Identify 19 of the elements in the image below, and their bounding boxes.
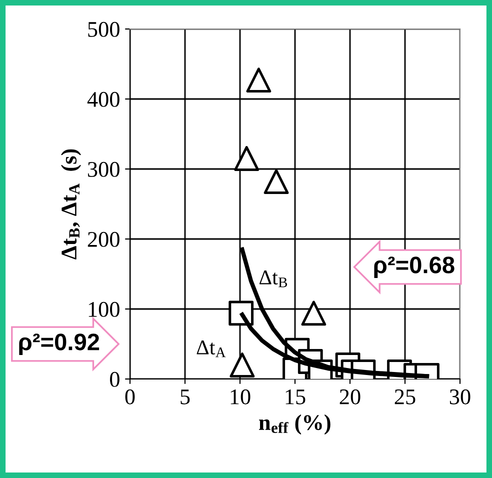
text: ρ²=0.92 bbox=[19, 334, 100, 356]
x-tick-label: 0 bbox=[125, 389, 135, 404]
y-axis-title: Δt$_{B}$, Δt$_{A}$ (s) bbox=[60, 149, 82, 260]
x-tick-label: 10 bbox=[230, 389, 250, 404]
x-tick-label: 20 bbox=[340, 389, 360, 404]
y-tick-label: 300 bbox=[88, 162, 120, 177]
x-tick-label: 25 bbox=[394, 389, 416, 404]
y-tick-label: 0 bbox=[110, 372, 120, 387]
y-tick-label: 200 bbox=[88, 232, 120, 247]
x-tick-label: 15 bbox=[286, 389, 306, 404]
y-tick-label: 500 bbox=[88, 22, 120, 37]
y-tick-label: 100 bbox=[88, 302, 120, 317]
annotation: Δt$_{B}$ bbox=[259, 270, 288, 288]
y-tick-label: 400 bbox=[87, 92, 120, 107]
x-tick-label: 30 bbox=[450, 389, 470, 404]
x-tick-label: 5 bbox=[180, 390, 190, 404]
x-axis-title: n$_{eff}$ (%) bbox=[259, 414, 330, 435]
annotation: Δt$_{A}$ bbox=[196, 340, 226, 358]
annotation: ρ²=0.68 bbox=[374, 256, 454, 278]
